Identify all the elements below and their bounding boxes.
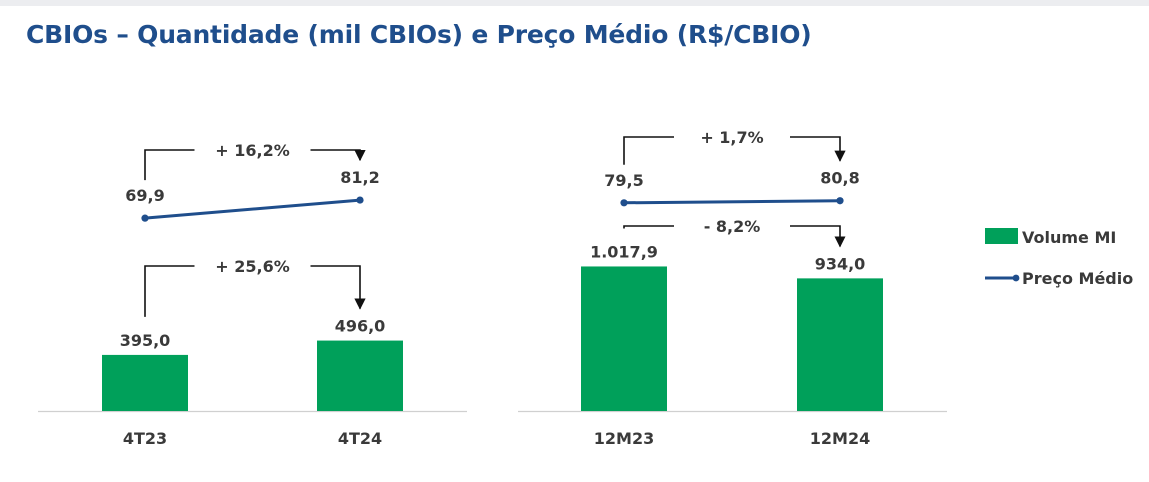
volume-change-2-label: - 8,2% — [704, 217, 761, 236]
price-change-2-label: + 1,7% — [700, 128, 763, 147]
legend-swatch-price-marker — [1012, 274, 1020, 282]
bar-4T23 — [102, 354, 188, 411]
bar-label-4T23: 395,0 — [120, 331, 171, 350]
volume-change-1-right — [310, 265, 366, 310]
price-change-1-left — [144, 149, 195, 181]
legend-label-price: Preço Médio — [1022, 269, 1133, 288]
price-point-4T23 — [141, 214, 149, 222]
page-title: CBIOs – Quantidade (mil CBIOs) e Preço M… — [26, 20, 812, 49]
price-line-1 — [144, 198, 361, 220]
legend-label-volume: Volume MI — [1022, 228, 1116, 247]
price-change-1-right — [310, 149, 366, 162]
volume-change-2-right — [790, 225, 846, 248]
volume-change-2-left — [623, 225, 674, 229]
bar-12M24 — [797, 278, 883, 411]
price-label-12M24: 80,8 — [820, 169, 859, 188]
price-label-4T23: 69,9 — [125, 186, 164, 205]
price-line-2 — [623, 199, 841, 205]
bar-label-12M23: 1.017,9 — [590, 242, 658, 261]
bar-12M23 — [581, 266, 667, 411]
price-label-12M23: 79,5 — [604, 171, 643, 190]
x-tick-label-12M24: 12M24 — [810, 429, 870, 448]
x-tick-label-4T23: 4T23 — [123, 429, 167, 448]
bar-4T24 — [317, 340, 403, 411]
top-bar — [0, 0, 1149, 6]
x-tick-label-4T24: 4T24 — [338, 429, 382, 448]
price-point-12M24 — [836, 197, 844, 205]
price-change-2-left — [623, 136, 674, 165]
volume-change-1-label: + 25,6% — [215, 257, 289, 276]
volume-change-1-left — [144, 265, 195, 317]
price-point-12M23 — [620, 199, 628, 207]
x-tick-label-12M23: 12M23 — [594, 429, 654, 448]
legend-swatch-volume — [985, 228, 1018, 244]
bar-label-12M24: 934,0 — [815, 254, 866, 273]
price-change-1-label: + 16,2% — [215, 141, 289, 160]
price-point-4T24 — [356, 196, 364, 204]
price-change-2-right — [790, 136, 846, 162]
price-label-4T24: 81,2 — [340, 168, 379, 187]
bar-label-4T24: 496,0 — [335, 317, 386, 336]
